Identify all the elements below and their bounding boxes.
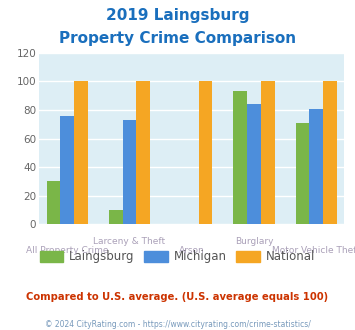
Bar (296, 123, 310, 224)
Text: Arson: Arson (179, 246, 204, 255)
Text: Property Crime Comparison: Property Crime Comparison (59, 31, 296, 46)
Text: Compared to U.S. average. (U.S. average equals 100): Compared to U.S. average. (U.S. average … (26, 292, 329, 302)
Text: Burglary: Burglary (235, 237, 273, 246)
Text: Larceny & Theft: Larceny & Theft (93, 237, 165, 246)
Bar (109, 210, 122, 224)
Text: 2019 Laingsburg: 2019 Laingsburg (106, 8, 249, 23)
Bar (47, 182, 60, 224)
Text: © 2024 CityRating.com - https://www.cityrating.com/crime-statistics/: © 2024 CityRating.com - https://www.city… (45, 320, 310, 329)
Bar (122, 120, 136, 224)
Bar (136, 82, 150, 224)
Bar (74, 82, 88, 224)
Bar (261, 82, 274, 224)
Bar (247, 104, 261, 224)
Text: Motor Vehicle Theft: Motor Vehicle Theft (272, 246, 355, 255)
Legend: Laingsburg, Michigan, National: Laingsburg, Michigan, National (35, 246, 320, 268)
Bar (60, 116, 74, 224)
Text: All Property Crime: All Property Crime (26, 246, 108, 255)
Bar (198, 82, 212, 224)
Bar (310, 109, 323, 224)
Bar (234, 91, 247, 224)
Bar (323, 82, 337, 224)
